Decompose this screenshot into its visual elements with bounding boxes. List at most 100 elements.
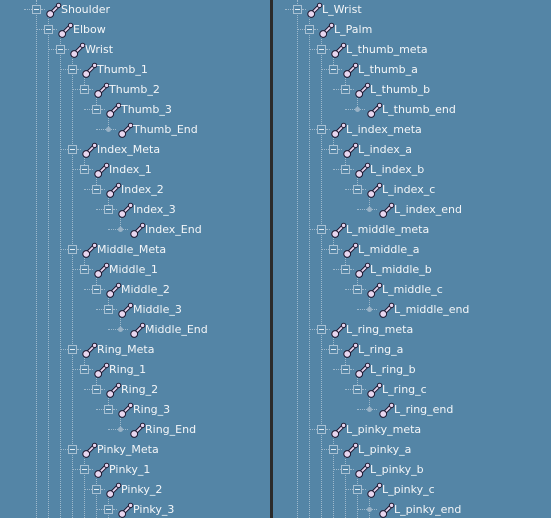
joint-name-label[interactable]: Ring_Meta (97, 343, 155, 356)
tree-row-middle-meta[interactable]: Middle_Meta (0, 240, 270, 260)
tree-row-l-middle-c[interactable]: L_middle_c (273, 280, 551, 300)
collapse-toggle-icon[interactable] (329, 345, 338, 354)
tree-row-middle-1[interactable]: Middle_1 (0, 260, 270, 280)
joint-name-label[interactable]: L_ring_b (370, 363, 416, 376)
tree-row-l-pinky-c[interactable]: L_pinky_c (273, 480, 551, 500)
joint-name-label[interactable]: L_thumb_end (382, 103, 456, 116)
joint-name-label[interactable]: L_middle_meta (346, 223, 430, 236)
collapse-toggle-icon[interactable] (104, 405, 113, 414)
tree-row-index-2[interactable]: Index_2 (0, 180, 270, 200)
tree-row-index-end[interactable]: Index_End (0, 220, 270, 240)
joint-name-label[interactable]: L_index_b (370, 163, 425, 176)
tree-row-ring-2[interactable]: Ring_2 (0, 380, 270, 400)
joint-name-label[interactable]: Pinky_Meta (97, 443, 159, 456)
tree-row-shoulder[interactable]: Shoulder (0, 0, 270, 20)
joint-name-label[interactable]: Thumb_3 (121, 103, 172, 116)
joint-name-label[interactable]: L_index_end (394, 203, 462, 216)
tree-row-l-middle-b[interactable]: L_middle_b (273, 260, 551, 280)
tree-row-l-thumb-meta[interactable]: L_thumb_meta (273, 40, 551, 60)
tree-row-l-index-a[interactable]: L_index_a (273, 140, 551, 160)
tree-row-thumb-end[interactable]: Thumb_End (0, 120, 270, 140)
tree-row-middle-end[interactable]: Middle_End (0, 320, 270, 340)
joint-name-label[interactable]: L_Wrist (322, 3, 362, 16)
joint-name-label[interactable]: L_ring_end (394, 403, 454, 416)
joint-name-label[interactable]: Pinky_2 (121, 483, 163, 496)
tree-row-l-thumb-end[interactable]: L_thumb_end (273, 100, 551, 120)
collapse-toggle-icon[interactable] (341, 165, 350, 174)
tree-row-pinky-2[interactable]: Pinky_2 (0, 480, 270, 500)
tree-row-l-index-end[interactable]: L_index_end (273, 200, 551, 220)
tree-row-l-index-b[interactable]: L_index_b (273, 160, 551, 180)
collapse-toggle-icon[interactable] (92, 105, 101, 114)
joint-name-label[interactable]: Index_Meta (97, 143, 161, 156)
tree-row-l-ring-c[interactable]: L_ring_c (273, 380, 551, 400)
tree-row-elbow[interactable]: Elbow (0, 20, 270, 40)
joint-name-label[interactable]: Thumb_End (133, 123, 198, 136)
joint-name-label[interactable]: L_index_c (382, 183, 436, 196)
tree-row-l-ring-b[interactable]: L_ring_b (273, 360, 551, 380)
joint-name-label[interactable]: Wrist (85, 43, 114, 56)
collapse-toggle-icon[interactable] (293, 5, 302, 14)
collapse-toggle-icon[interactable] (80, 465, 89, 474)
joint-name-label[interactable]: Index_3 (133, 203, 176, 216)
joint-name-label[interactable]: L_ring_meta (346, 323, 414, 336)
joint-name-label[interactable]: L_ring_a (358, 343, 404, 356)
collapse-toggle-icon[interactable] (317, 325, 326, 334)
collapse-toggle-icon[interactable] (353, 485, 362, 494)
tree-row-thumb-2[interactable]: Thumb_2 (0, 80, 270, 100)
collapse-toggle-icon[interactable] (353, 285, 362, 294)
collapse-toggle-icon[interactable] (44, 25, 53, 34)
joint-name-label[interactable]: Pinky_1 (109, 463, 151, 476)
tree-row-pinky-meta[interactable]: Pinky_Meta (0, 440, 270, 460)
collapse-toggle-icon[interactable] (329, 65, 338, 74)
collapse-toggle-icon[interactable] (353, 185, 362, 194)
joint-name-label[interactable]: Thumb_1 (97, 63, 148, 76)
collapse-toggle-icon[interactable] (68, 445, 77, 454)
collapse-toggle-icon[interactable] (92, 485, 101, 494)
collapse-toggle-icon[interactable] (80, 265, 89, 274)
joint-name-label[interactable]: Middle_Meta (97, 243, 167, 256)
joint-name-label[interactable]: L_pinky_end (394, 503, 462, 516)
joint-name-label[interactable]: L_Palm (334, 23, 373, 36)
collapse-toggle-icon[interactable] (68, 245, 77, 254)
tree-row-l-thumb-a[interactable]: L_thumb_a (273, 60, 551, 80)
joint-name-label[interactable]: Middle_2 (121, 283, 170, 296)
tree-row-l-middle-a[interactable]: L_middle_a (273, 240, 551, 260)
tree-row-l-palm[interactable]: L_Palm (273, 20, 551, 40)
tree-row-l-pinky-meta[interactable]: L_pinky_meta (273, 420, 551, 440)
joint-name-label[interactable]: Index_2 (121, 183, 164, 196)
joint-name-label[interactable]: L_middle_a (358, 243, 420, 256)
joint-name-label[interactable]: L_ring_c (382, 383, 427, 396)
tree-row-l-thumb-b[interactable]: L_thumb_b (273, 80, 551, 100)
joint-name-label[interactable]: Middle_End (145, 323, 208, 336)
joint-name-label[interactable]: L_pinky_meta (346, 423, 422, 436)
joint-name-label[interactable]: L_middle_c (382, 283, 443, 296)
collapse-toggle-icon[interactable] (32, 5, 41, 14)
collapse-toggle-icon[interactable] (329, 145, 338, 154)
joint-name-label[interactable]: Ring_End (145, 423, 197, 436)
tree-row-ring-meta[interactable]: Ring_Meta (0, 340, 270, 360)
joint-name-label[interactable]: Elbow (73, 23, 106, 36)
joint-name-label[interactable]: L_index_a (358, 143, 412, 156)
collapse-toggle-icon[interactable] (80, 165, 89, 174)
tree-row-l-ring-meta[interactable]: L_ring_meta (273, 320, 551, 340)
collapse-toggle-icon[interactable] (68, 345, 77, 354)
collapse-toggle-icon[interactable] (329, 245, 338, 254)
collapse-toggle-icon[interactable] (104, 505, 113, 514)
collapse-toggle-icon[interactable] (104, 205, 113, 214)
collapse-toggle-icon[interactable] (92, 285, 101, 294)
tree-row-l-pinky-end[interactable]: L_pinky_end (273, 500, 551, 518)
collapse-toggle-icon[interactable] (92, 185, 101, 194)
collapse-toggle-icon[interactable] (341, 265, 350, 274)
tree-row-thumb-1[interactable]: Thumb_1 (0, 60, 270, 80)
collapse-toggle-icon[interactable] (92, 385, 101, 394)
collapse-toggle-icon[interactable] (317, 425, 326, 434)
tree-row-ring-1[interactable]: Ring_1 (0, 360, 270, 380)
collapse-toggle-icon[interactable] (68, 145, 77, 154)
tree-row-l-pinky-b[interactable]: L_pinky_b (273, 460, 551, 480)
collapse-toggle-icon[interactable] (341, 465, 350, 474)
tree-row-middle-3[interactable]: Middle_3 (0, 300, 270, 320)
tree-row-l-ring-a[interactable]: L_ring_a (273, 340, 551, 360)
collapse-toggle-icon[interactable] (56, 45, 65, 54)
joint-name-label[interactable]: Shoulder (61, 3, 110, 16)
